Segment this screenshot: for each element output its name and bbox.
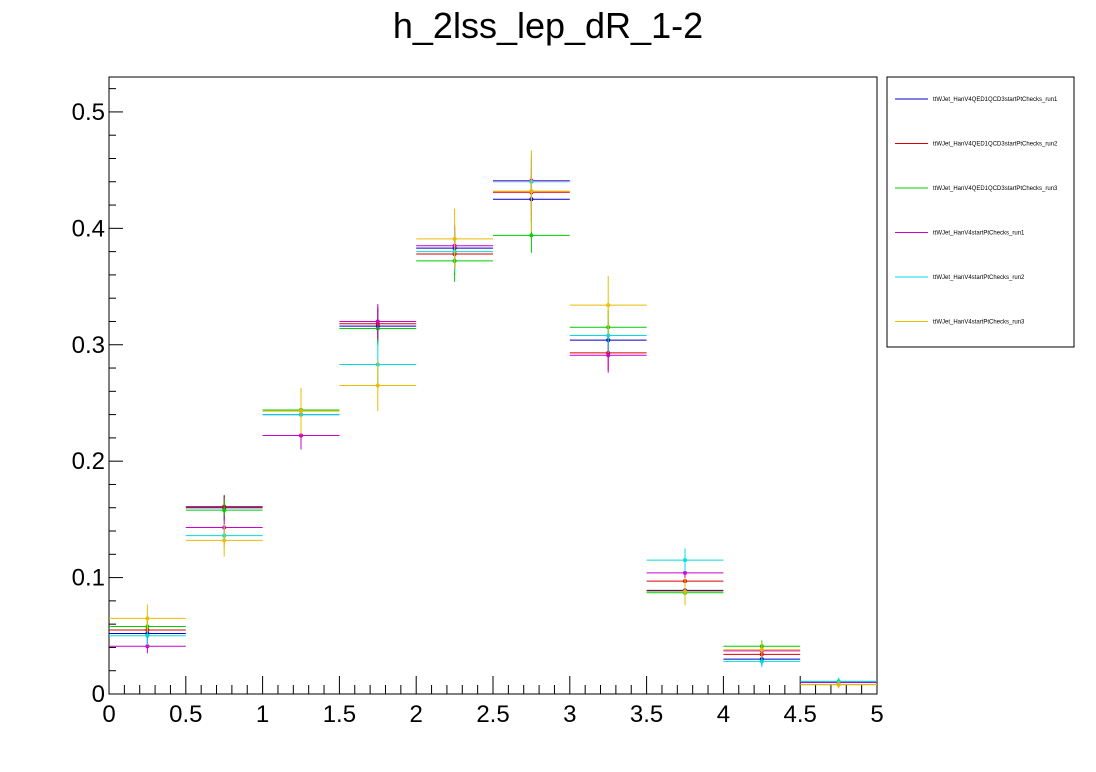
legend-entry: ttWJet_HanV4QED1QCD3startPtChecks_run3 bbox=[895, 186, 1058, 192]
y-tick-label: 0.1 bbox=[72, 565, 105, 592]
y-tick-label: 0.3 bbox=[72, 332, 105, 359]
legend-entry: ttWJet_HanV4QED1QCD3startPtChecks_run2 bbox=[895, 142, 1058, 148]
y-tick-label: 0.5 bbox=[72, 99, 105, 126]
y-tick-label: 0.4 bbox=[72, 215, 105, 242]
x-tick-label: 1 bbox=[256, 701, 269, 728]
bin-marker bbox=[529, 189, 534, 194]
bin-marker bbox=[606, 353, 611, 358]
chart-title: h_2lss_lep_dR_1-2 bbox=[393, 5, 703, 46]
bin-marker bbox=[222, 508, 227, 513]
y-tick-label: 0.2 bbox=[72, 448, 105, 475]
bin-marker bbox=[529, 233, 534, 238]
x-tick-label: 3.5 bbox=[630, 701, 663, 728]
legend-label: ttWJet_HanV4QED1QCD3startPtChecks_run3 bbox=[933, 186, 1058, 192]
x-tick-label: 0.5 bbox=[169, 701, 202, 728]
x-tick-label: 4.5 bbox=[784, 701, 817, 728]
legend-entry: ttWJet_HanV4startPtChecks_run3 bbox=[895, 320, 1025, 326]
x-tick-label: 0 bbox=[102, 701, 115, 728]
y-axis: 0 0.1 0.2 0.3 0.4 0.5 bbox=[72, 88, 123, 708]
x-tick-label: 2 bbox=[410, 701, 423, 728]
x-tick-label: 2.5 bbox=[476, 701, 509, 728]
x-axis: 0 0.5 1 1.5 2 2.5 3 3.5 4 4.5 5 bbox=[102, 676, 884, 728]
bin-marker bbox=[836, 682, 841, 687]
x-tick-label: 3 bbox=[563, 701, 576, 728]
bin-marker bbox=[759, 647, 764, 652]
legend-entry: ttWJet_HanV4startPtChecks_run1 bbox=[895, 231, 1025, 237]
y-tick-label: 0 bbox=[92, 681, 105, 708]
x-tick-label: 1.5 bbox=[323, 701, 356, 728]
bin-marker bbox=[375, 383, 380, 388]
series-6 bbox=[109, 150, 877, 689]
bin-marker bbox=[683, 589, 687, 594]
bin-marker bbox=[222, 538, 227, 543]
legend-label: ttWJet_HanV4QED1QCD3startPtChecks_run2 bbox=[933, 142, 1058, 148]
legend-entry: ttWJet_HanV4startPtChecks_run2 bbox=[895, 275, 1025, 281]
x-tick-label: 5 bbox=[870, 701, 883, 728]
legend-label: ttWJet_HanV4QED1QCD3startPtChecks_run1 bbox=[933, 97, 1058, 103]
legend-label: ttWJet_HanV4startPtChecks_run2 bbox=[933, 275, 1025, 281]
bin-marker bbox=[145, 633, 150, 638]
bin-marker bbox=[299, 409, 303, 414]
bin-marker bbox=[606, 303, 611, 308]
x-tick-label: 4 bbox=[717, 701, 730, 728]
data-series-layer bbox=[109, 150, 877, 689]
legend-entry: ttWJet_HanV4QED1QCD3startPtChecks_run1 bbox=[895, 97, 1058, 103]
legend-box bbox=[886, 76, 1075, 348]
plot-frame bbox=[108, 76, 878, 695]
bin-marker bbox=[375, 319, 380, 324]
legend: ttWJet_HanV4QED1QCD3startPtChecks_run1tt… bbox=[886, 76, 1075, 348]
legend-label: ttWJet_HanV4startPtChecks_run3 bbox=[933, 320, 1025, 326]
bin-marker bbox=[759, 659, 764, 664]
legend-label: ttWJet_HanV4startPtChecks_run1 bbox=[933, 231, 1025, 237]
bin-marker bbox=[452, 236, 457, 241]
bin-marker bbox=[683, 558, 687, 563]
bin-marker bbox=[145, 616, 150, 621]
